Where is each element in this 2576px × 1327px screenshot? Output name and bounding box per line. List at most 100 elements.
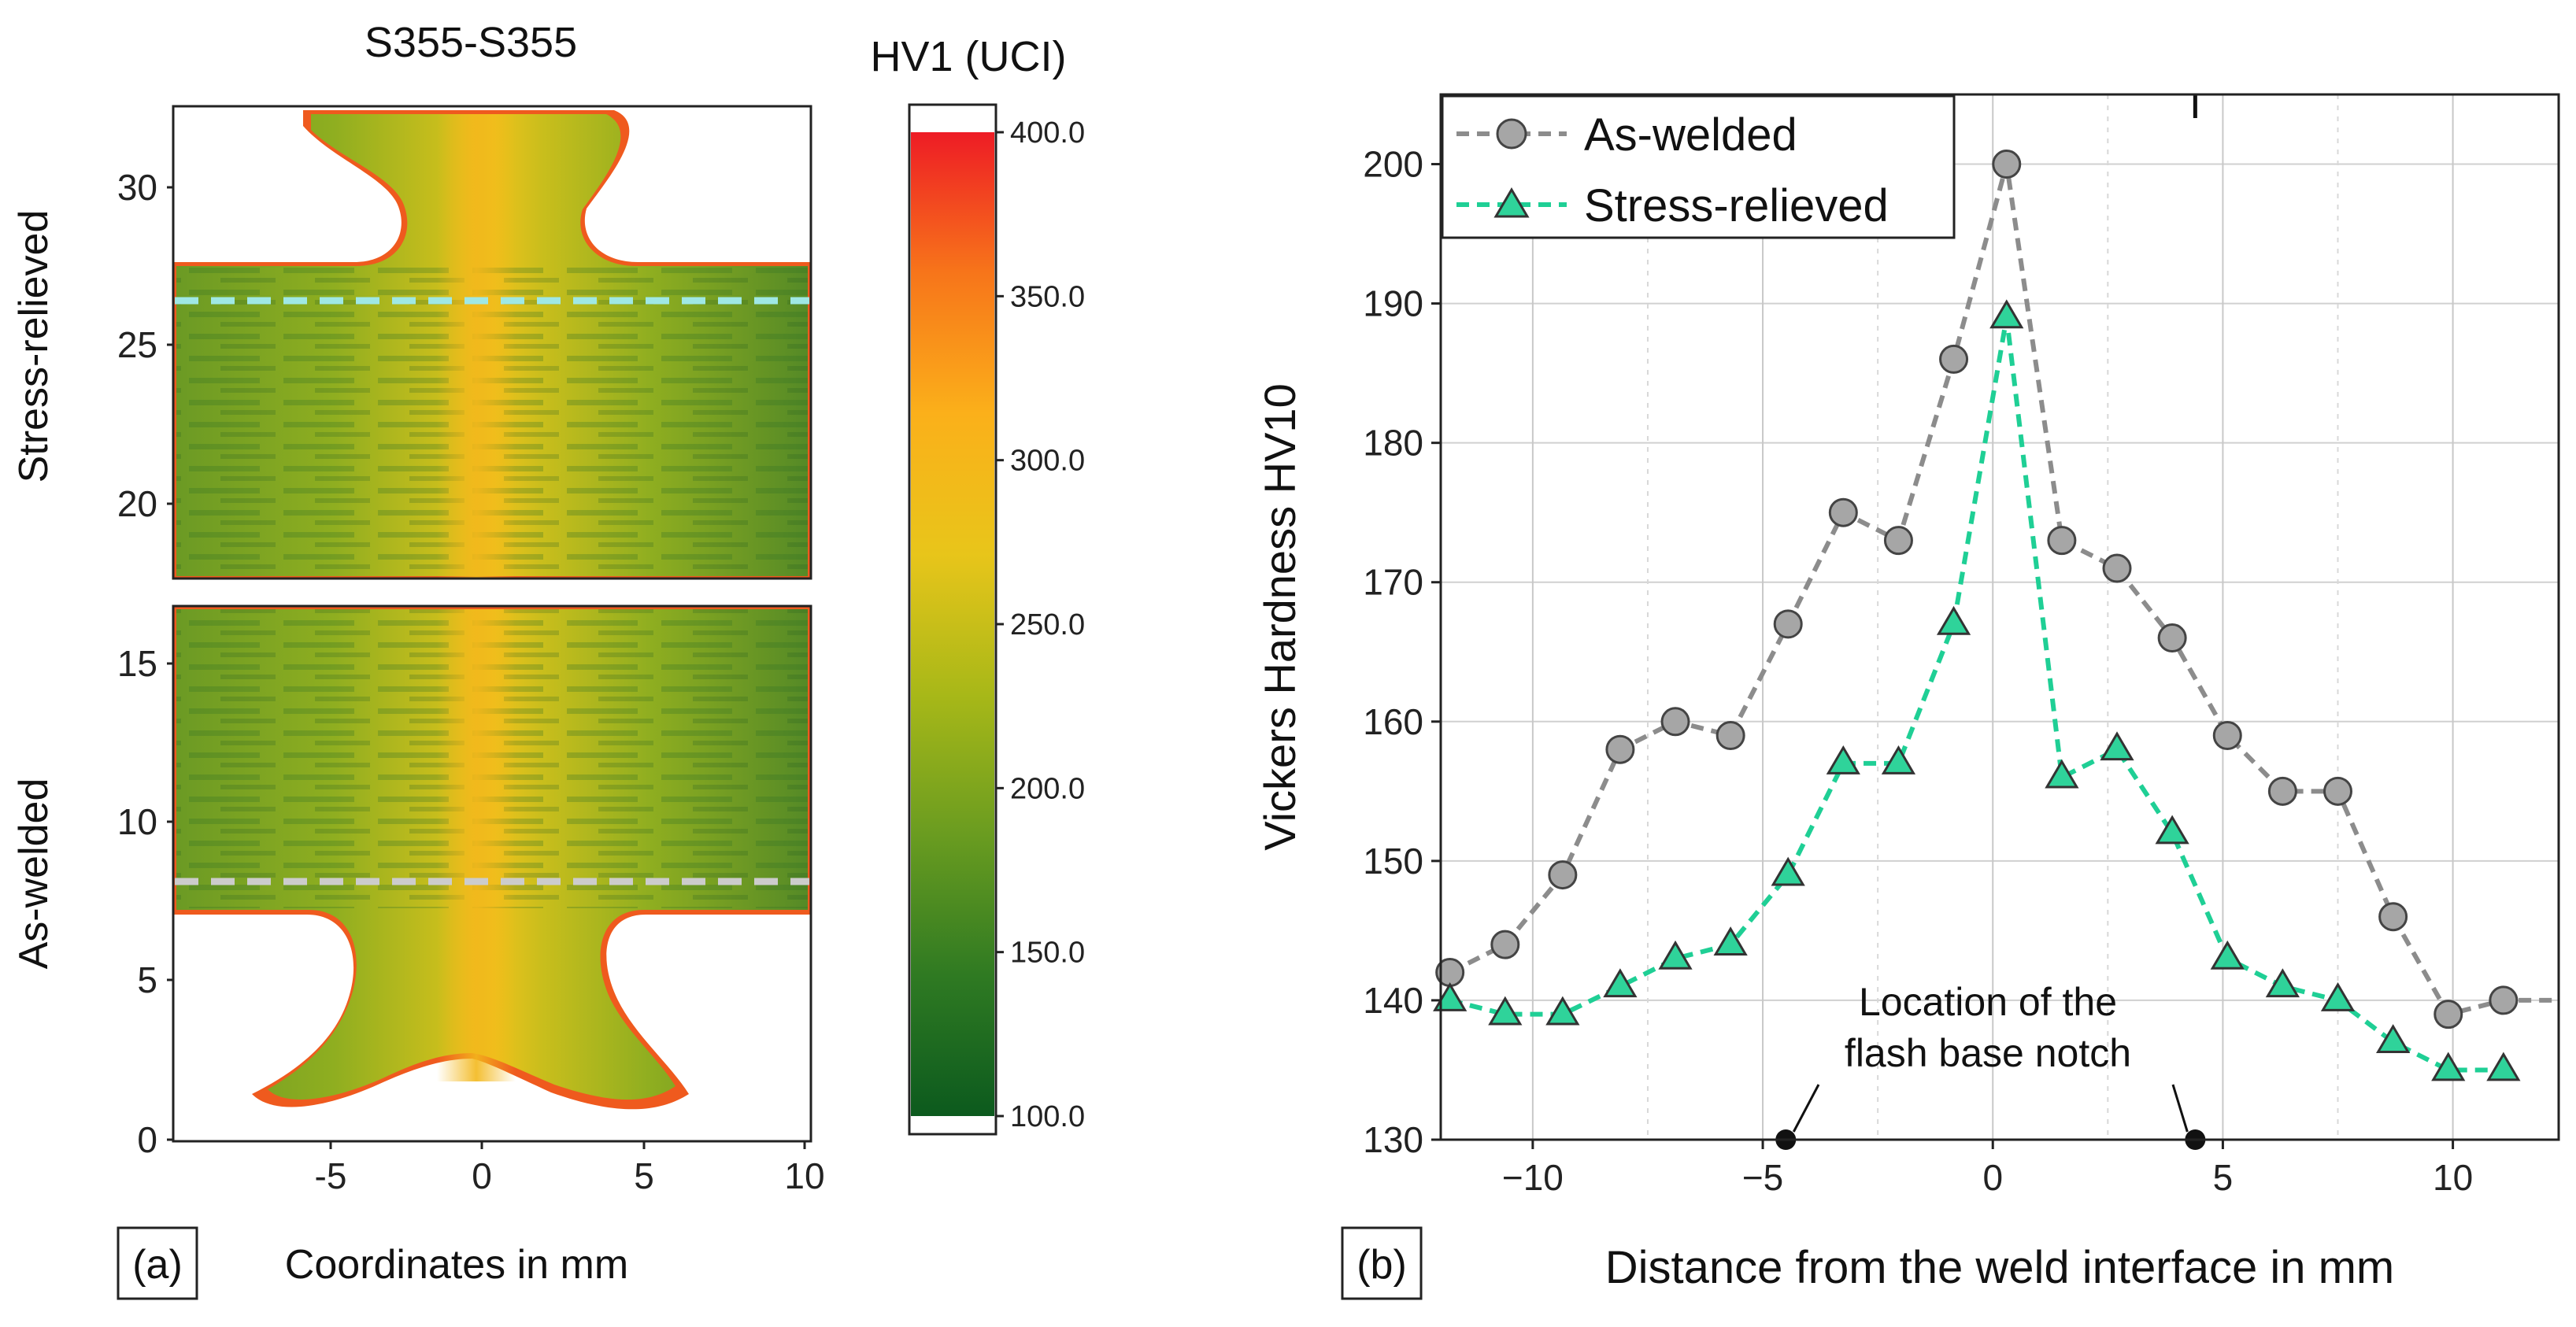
x-tick-label: 0 — [472, 1155, 492, 1196]
y-tick-label: 140 — [1363, 980, 1423, 1021]
colorbar-tick-label: 150.0 — [1010, 937, 1085, 970]
x-axis-label: Distance from the weld interface in mm — [1605, 1242, 2394, 1293]
panel-a-label-box — [117, 1226, 198, 1300]
y-tick-label: 25 — [117, 324, 157, 365]
annotation: Location of the flash base notch — [1775, 94, 2206, 1150]
colorbar-title: HV1 (UCI) — [870, 33, 1066, 80]
point-as-welded — [1828, 497, 1858, 527]
point-as-welded — [1992, 150, 2022, 179]
colorbar-ticks: 100.0 150.0 200.0 250.0 300.0 350.0 400.0 — [996, 116, 1085, 1133]
point-stress-relieved — [1771, 856, 1805, 886]
series-line-stress-relieved — [1449, 316, 2504, 1073]
legend-label-stress-relieved: Stress-relieved — [1584, 180, 1889, 231]
point-stress-relieved — [2486, 1052, 2521, 1081]
point-stress-relieved — [2210, 940, 2245, 970]
panel-a-x-axis: -5 0 5 10 — [315, 1141, 825, 1196]
y-tick-label: 180 — [1363, 423, 1423, 464]
y-tick-label: 130 — [1363, 1119, 1423, 1160]
y-tick-label: 170 — [1363, 562, 1423, 603]
point-as-welded — [2047, 526, 2077, 556]
colorbar-tick-label: 250.0 — [1010, 608, 1085, 641]
x-tick-label: 10 — [2433, 1157, 2473, 1198]
point-as-welded — [1773, 609, 1803, 639]
y-tick-label: 15 — [117, 643, 157, 684]
point-stress-relieved — [2431, 1052, 2466, 1081]
stress-relieved-frame — [172, 105, 812, 580]
stress-relieved-map — [173, 110, 811, 578]
legend-marker-as-welded — [1496, 118, 1527, 150]
x-tick-label: 5 — [2213, 1157, 2234, 1198]
point-as-welded — [1548, 860, 1578, 890]
x-tick-label: -5 — [315, 1155, 347, 1196]
point-stress-relieved — [1881, 745, 1916, 774]
annotation-arrow-left — [1792, 1084, 1820, 1133]
legend: As-welded Stress-relieved — [1441, 94, 1956, 239]
point-stress-relieved — [1488, 996, 1523, 1026]
as-welded-weld-band — [437, 609, 516, 1081]
annotation-text: flash base notch — [1845, 1031, 2131, 1075]
point-stress-relieved — [2155, 815, 2189, 845]
panel-a-title: S355-S355 — [365, 19, 577, 66]
panel-a-x-label: Coordinates in mm — [285, 1242, 628, 1288]
stress-relieved-label: Stress-relieved — [11, 210, 57, 483]
legend-box — [1441, 94, 1956, 239]
y-tick-label: 30 — [117, 167, 157, 208]
colorbar-tick-label: 300.0 — [1010, 445, 1085, 478]
point-stress-relieved — [1826, 745, 1860, 774]
point-as-welded — [2434, 1000, 2463, 1029]
panel-b-label-box — [1341, 1226, 1423, 1300]
y-tick-label: 200 — [1363, 144, 1423, 185]
point-stress-relieved — [2265, 968, 2300, 998]
point-as-welded — [1490, 930, 1520, 959]
point-stress-relieved — [1713, 926, 1748, 956]
as-welded-y-axis: 15 10 5 0 — [117, 643, 173, 1160]
panel-b-chart: 130 140 150 160 170 180 190 200 −10 −5 0 5 10 Locati… — [1363, 93, 2560, 1198]
panel-b-label: (b) — [1356, 1242, 1407, 1288]
annotation-text: Location of the — [1859, 980, 2117, 1024]
plot-frame — [1439, 93, 2560, 1141]
point-as-welded — [2489, 985, 2519, 1015]
axis-ticks: 130 140 150 160 170 180 190 200 −10 −5 0 5 10 — [1363, 144, 2473, 1198]
series — [1433, 150, 2559, 1081]
colorbar-tick-label: 400.0 — [1010, 116, 1085, 150]
colorbar: 100.0 150.0 200.0 250.0 300.0 350.0 400.0 — [908, 103, 1085, 1136]
point-stress-relieved — [1545, 996, 1580, 1026]
point-stress-relieved — [1603, 968, 1638, 998]
y-tick-label: 160 — [1363, 701, 1423, 742]
x-tick-label: 10 — [784, 1155, 824, 1196]
as-welded-map — [173, 606, 811, 1110]
point-stress-relieved — [1658, 940, 1693, 970]
as-welded-label: As-welded — [11, 778, 57, 970]
y-axis-label: Vickers Hardness HV10 — [1255, 383, 1305, 850]
colorbar-tick-label: 350.0 — [1010, 280, 1085, 313]
point-stress-relieved — [2045, 759, 2079, 789]
colorbar-tick-label: 100.0 — [1010, 1100, 1085, 1133]
y-tick-label: 20 — [117, 483, 157, 524]
y-tick-label: 190 — [1363, 283, 1423, 324]
point-stress-relieved — [1433, 981, 1468, 1011]
point-as-welded — [1605, 734, 1635, 764]
legend-marker-stress-relieved — [1493, 187, 1530, 218]
point-as-welded — [1883, 526, 1913, 556]
colorbar-tick-label: 200.0 — [1010, 772, 1085, 805]
legend-label-as-welded: As-welded — [1584, 109, 1797, 161]
x-tick-label: 0 — [1982, 1157, 2003, 1198]
point-as-welded — [2323, 776, 2353, 806]
x-tick-label: −10 — [1502, 1157, 1564, 1198]
point-as-welded — [2378, 902, 2408, 932]
point-as-welded — [1660, 707, 1690, 737]
y-tick-label: 5 — [137, 959, 157, 1000]
panel-a-label: (a) — [132, 1242, 183, 1288]
point-stress-relieved — [1989, 299, 2024, 329]
colorbar-fill — [911, 132, 994, 1116]
point-stress-relieved — [2376, 1024, 2411, 1053]
series-line-as-welded — [1449, 163, 2559, 1018]
point-stress-relieved — [2100, 731, 2134, 761]
x-tick-label: −5 — [1742, 1157, 1783, 1198]
as-welded-frame — [172, 604, 812, 1143]
point-as-welded — [1939, 344, 1969, 374]
y-tick-label: 0 — [137, 1119, 157, 1160]
stress-relieved-weld-band — [437, 114, 516, 578]
stress-relieved-y-axis: 30 25 20 — [117, 167, 173, 524]
